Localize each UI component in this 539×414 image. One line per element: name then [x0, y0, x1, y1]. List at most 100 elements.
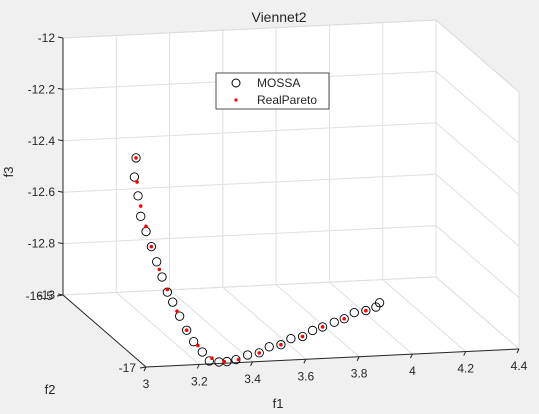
legend-label-realpareto: RealPareto — [257, 93, 317, 107]
grid-line — [115, 292, 200, 365]
grid-line — [435, 122, 520, 196]
grid-line — [435, 276, 520, 350]
right-wall — [436, 20, 519, 349]
z-tick-label: -12 — [38, 31, 56, 45]
data-point-realpareto — [184, 328, 189, 333]
data-point-mossa — [317, 322, 328, 332]
x-tick-label: 4.2 — [457, 362, 474, 376]
y-axis-label: f2 — [45, 382, 56, 397]
grid-line — [62, 122, 437, 142]
data-point-realpareto — [222, 359, 227, 364]
legend: MOSSA RealPareto — [215, 72, 330, 110]
z-axis-label: f3 — [1, 167, 16, 178]
data-point-mossa — [307, 325, 318, 336]
data-point-mossa — [136, 211, 146, 221]
data-point-mossa — [361, 305, 371, 316]
data-point-mossa — [242, 350, 253, 360]
box-edge — [62, 19, 437, 39]
z-tick — [57, 139, 64, 142]
x-tick — [303, 359, 307, 364]
data-point-realpareto — [300, 334, 305, 339]
z-tick — [57, 190, 64, 193]
data-point-realpareto — [138, 204, 143, 208]
data-point-mossa — [157, 272, 167, 282]
back-wall — [63, 20, 436, 295]
data-point-mossa — [168, 297, 178, 307]
data-point-realpareto — [134, 156, 138, 160]
data-point-mossa — [188, 337, 199, 347]
data-point-realpareto — [257, 351, 262, 355]
z-tick-label: -12.2 — [28, 82, 56, 96]
x-axis-line — [145, 348, 520, 368]
x-tick-label: 3.8 — [351, 367, 368, 381]
data-point-realpareto — [144, 224, 148, 229]
data-point-realpareto — [279, 342, 283, 347]
data-point-realpareto — [210, 356, 214, 361]
data-point-mossa — [264, 342, 274, 352]
grid-line — [222, 286, 307, 360]
legend-marker-mossa — [231, 78, 241, 88]
data-point-mossa — [276, 340, 286, 350]
y-axis-line — [62, 294, 147, 368]
x-tick-label: 3.4 — [244, 372, 261, 386]
chart-title: Viennet2 — [251, 9, 306, 25]
data-point-realpareto — [196, 343, 200, 348]
data-point-realpareto — [157, 267, 162, 272]
x-tick-label: 3 — [143, 377, 150, 391]
data-point-realpareto — [320, 325, 325, 329]
x-tick — [143, 366, 147, 372]
z-tick-label: -12.8 — [28, 237, 56, 251]
grid-line — [435, 225, 520, 298]
z-tick — [57, 36, 64, 39]
legend-label-mossa: MOSSA — [257, 76, 300, 90]
x-tick — [516, 348, 520, 354]
data-point-mossa — [197, 347, 207, 357]
data-point-mossa — [254, 348, 264, 358]
grid-line — [382, 279, 467, 352]
data-point-mossa — [204, 356, 214, 366]
data-point-mossa — [182, 325, 192, 335]
data-point-realpareto — [342, 316, 347, 321]
data-point-mossa — [286, 333, 296, 344]
x-tick — [463, 351, 467, 356]
data-point-mossa — [329, 317, 339, 327]
x-tick-label: 3.2 — [191, 374, 208, 388]
z-tick-label: -12.6 — [28, 185, 56, 199]
data-point-realpareto — [236, 357, 241, 362]
y-tick — [139, 366, 147, 369]
data-point-mossa — [339, 314, 349, 324]
data-point-mossa — [175, 311, 185, 321]
data-point-realpareto — [149, 244, 154, 249]
box-edge — [435, 19, 520, 93]
grid-line — [275, 284, 360, 358]
y-tick-label: -17 — [119, 361, 137, 375]
grid-line — [329, 281, 413, 355]
x-tick — [250, 361, 254, 367]
legend-marker-realpareto — [234, 98, 238, 102]
data-point-mossa — [129, 172, 140, 182]
x-tick-label: 4.4 — [511, 359, 528, 373]
grid-line — [62, 225, 437, 245]
grid-line — [62, 276, 437, 296]
x-tick-label: 3.6 — [298, 369, 315, 383]
grid-line — [435, 71, 520, 144]
x-axis-label: f1 — [273, 396, 284, 411]
data-point-mossa — [374, 298, 385, 308]
data-point-mossa — [349, 307, 359, 318]
x-tick-label: 4 — [409, 364, 416, 378]
data-point-mossa — [152, 257, 162, 267]
grid-line — [169, 289, 253, 363]
grid-line — [435, 173, 520, 247]
x-tick — [409, 353, 413, 359]
axes-3d: 3 3.2 3.4 3.6 3.8 4 4.2 4.4 -16.5 -17 -12 -12.2 -12.… — [1, 19, 528, 411]
y-tick-label: -16.5 — [26, 289, 54, 303]
grid-line — [62, 173, 437, 193]
data-point-realpareto — [165, 287, 170, 292]
z-tick-label: -13 — [38, 288, 56, 302]
data-point-mossa — [297, 331, 308, 342]
x-tick — [356, 356, 360, 361]
data-point-mossa — [131, 153, 141, 163]
z-tick — [57, 242, 64, 245]
z-tick-label: -12.4 — [28, 134, 56, 148]
